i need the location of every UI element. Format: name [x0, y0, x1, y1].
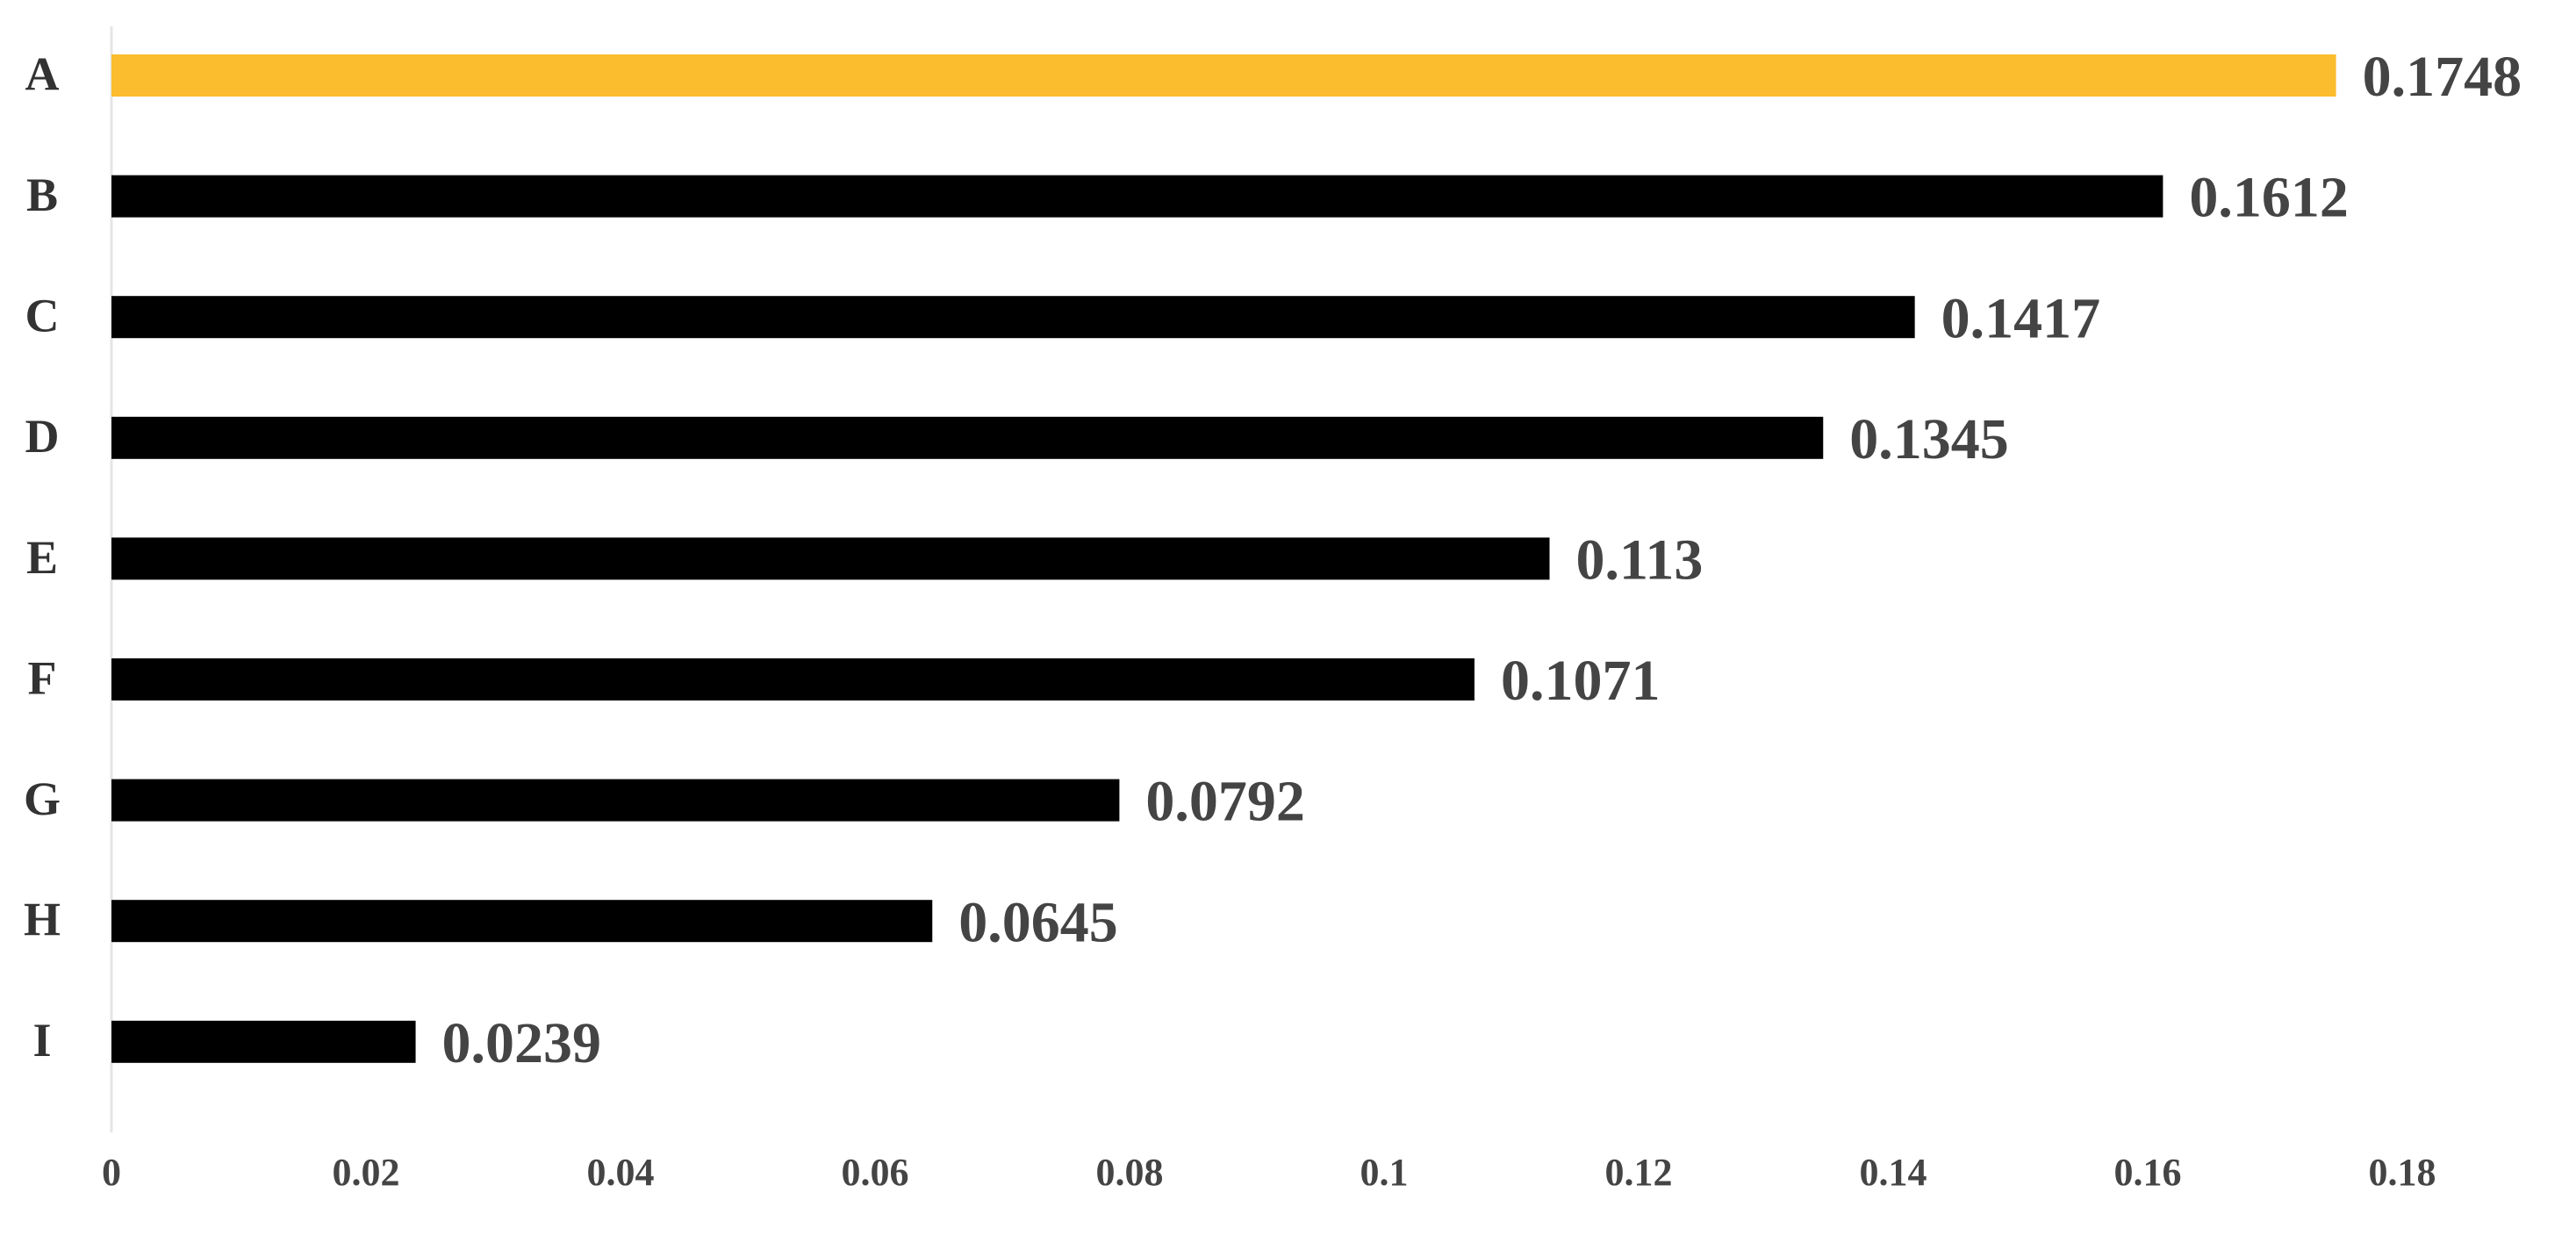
value-label: 0.1345: [1849, 407, 2009, 471]
y-tick-label: F: [28, 651, 57, 704]
x-tick-label: 0.16: [2114, 1151, 2182, 1194]
x-tick-label: 0: [102, 1151, 121, 1194]
value-label: 0.0645: [958, 890, 1118, 954]
x-tick-label: 0.18: [2369, 1151, 2436, 1194]
x-tick-label: 0.08: [1096, 1151, 1164, 1194]
x-tick-label: 0.06: [842, 1151, 909, 1194]
x-tick-label: 0.02: [333, 1151, 400, 1194]
value-label: 0.0792: [1145, 770, 1305, 834]
bar: [111, 900, 933, 943]
x-tick-label: 0.1: [1360, 1151, 1409, 1194]
bar: [111, 175, 2163, 218]
value-label: 0.1071: [1501, 649, 1661, 713]
x-tick-label: 0.04: [587, 1151, 655, 1194]
value-label: 0.1417: [1941, 286, 2101, 350]
bar: [111, 416, 1824, 459]
value-label: 0.1748: [2363, 45, 2522, 109]
y-tick-label: I: [32, 1014, 51, 1067]
y-tick-label: A: [25, 47, 60, 100]
bar: [111, 658, 1475, 700]
value-label: 0.0239: [442, 1011, 602, 1075]
value-label: 0.1612: [2189, 166, 2349, 230]
bar: [111, 54, 2336, 97]
bar: [111, 296, 1915, 339]
value-label: 0.113: [1576, 528, 1704, 593]
y-tick-label: G: [24, 772, 61, 825]
y-tick-label: E: [26, 531, 58, 584]
y-tick-label: H: [24, 894, 61, 946]
x-tick-label: 0.14: [1860, 1151, 1927, 1194]
bar: [111, 537, 1550, 580]
y-tick-label: D: [25, 410, 60, 463]
y-tick-label: C: [25, 290, 60, 342]
x-tick-label: 0.12: [1605, 1151, 1673, 1194]
bar: [111, 1020, 416, 1063]
bar: [111, 779, 1120, 822]
y-tick-label: B: [26, 169, 58, 221]
